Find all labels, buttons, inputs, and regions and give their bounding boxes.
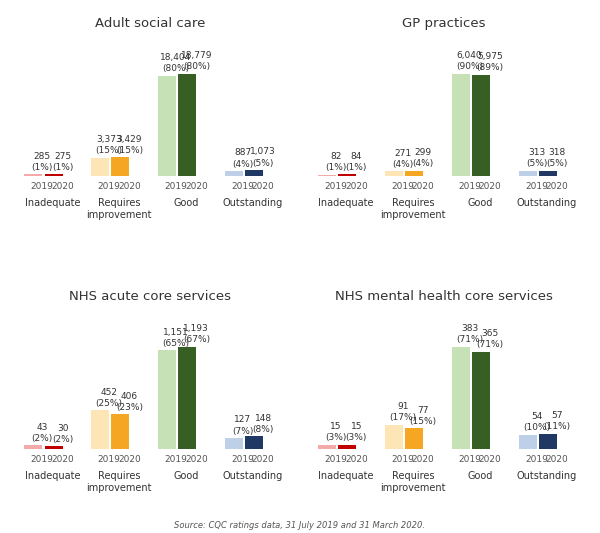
Bar <box>178 74 196 176</box>
Text: Inadequate: Inadequate <box>25 472 80 481</box>
Text: Inadequate: Inadequate <box>319 472 374 481</box>
Text: 18,779
(80%): 18,779 (80%) <box>181 51 212 71</box>
Text: Outstanding: Outstanding <box>223 472 283 481</box>
Bar <box>405 429 423 449</box>
Bar <box>539 171 557 176</box>
Bar <box>91 158 109 176</box>
Text: Outstanding: Outstanding <box>517 198 577 208</box>
Text: 82
(1%): 82 (1%) <box>325 152 347 172</box>
Text: 318
(5%): 318 (5%) <box>546 148 568 168</box>
Text: 5,975
(89%): 5,975 (89%) <box>476 52 503 72</box>
Text: 365
(71%): 365 (71%) <box>476 329 503 349</box>
Text: 6,040
(90%): 6,040 (90%) <box>456 51 483 71</box>
Bar <box>318 445 336 449</box>
Text: 3,373
(15%): 3,373 (15%) <box>95 135 122 155</box>
Text: 3,429
(15%): 3,429 (15%) <box>116 135 143 155</box>
Text: Requires
improvement: Requires improvement <box>380 198 446 220</box>
Text: 54
(10%): 54 (10%) <box>523 412 550 432</box>
Bar <box>158 76 176 176</box>
Bar <box>178 347 196 449</box>
Text: 1,193
(67%): 1,193 (67%) <box>183 324 210 344</box>
Text: Requires
improvement: Requires improvement <box>86 472 152 493</box>
Bar <box>318 174 336 176</box>
Bar <box>91 410 109 449</box>
Text: Requires
improvement: Requires improvement <box>380 472 446 493</box>
Bar <box>44 447 62 449</box>
Text: 57
(11%): 57 (11%) <box>544 411 571 431</box>
Text: Source: CQC ratings data, 31 July 2019 and 31 March 2020.: Source: CQC ratings data, 31 July 2019 a… <box>175 521 425 530</box>
Bar <box>518 434 536 449</box>
Title: NHS mental health core services: NHS mental health core services <box>335 290 553 303</box>
Bar <box>539 434 557 449</box>
Text: 18,404
(80%): 18,404 (80%) <box>160 53 191 74</box>
Bar <box>245 437 263 449</box>
Bar <box>452 347 470 449</box>
Text: Outstanding: Outstanding <box>517 472 577 481</box>
Bar <box>385 171 403 176</box>
Text: 43
(2%): 43 (2%) <box>32 423 53 443</box>
Text: 1,073
(5%): 1,073 (5%) <box>250 148 276 167</box>
Text: 406
(23%): 406 (23%) <box>116 392 143 411</box>
Text: 15
(3%): 15 (3%) <box>325 422 347 442</box>
Text: 383
(71%): 383 (71%) <box>456 324 483 344</box>
Text: 452
(25%): 452 (25%) <box>95 387 122 408</box>
Text: 299
(4%): 299 (4%) <box>413 148 434 168</box>
Text: Good: Good <box>173 472 199 481</box>
Bar <box>44 174 62 176</box>
Text: 30
(2%): 30 (2%) <box>52 424 73 444</box>
Title: NHS acute core services: NHS acute core services <box>70 290 232 303</box>
Text: Outstanding: Outstanding <box>223 198 283 208</box>
Bar <box>338 174 356 176</box>
Bar <box>385 425 403 449</box>
Bar <box>24 446 42 449</box>
Bar <box>24 174 42 176</box>
Bar <box>112 414 130 449</box>
Bar <box>452 74 470 176</box>
Text: 91
(17%): 91 (17%) <box>389 402 416 422</box>
Bar <box>338 445 356 449</box>
Title: GP practices: GP practices <box>403 17 486 30</box>
Text: 84
(1%): 84 (1%) <box>346 152 367 172</box>
Text: 77
(15%): 77 (15%) <box>410 406 437 426</box>
Text: 313
(5%): 313 (5%) <box>526 148 547 168</box>
Text: 275
(1%): 275 (1%) <box>52 152 73 172</box>
Text: Good: Good <box>467 472 493 481</box>
Title: Adult social care: Adult social care <box>95 17 206 30</box>
Bar <box>225 171 243 176</box>
Bar <box>472 352 490 449</box>
Bar <box>112 157 130 176</box>
Text: Inadequate: Inadequate <box>319 198 374 208</box>
Text: Requires
improvement: Requires improvement <box>86 198 152 220</box>
Text: Good: Good <box>173 198 199 208</box>
Bar <box>225 438 243 449</box>
Bar <box>518 171 536 176</box>
Bar <box>245 170 263 176</box>
Bar <box>158 351 176 449</box>
Text: Inadequate: Inadequate <box>25 198 80 208</box>
Text: 285
(1%): 285 (1%) <box>32 152 53 172</box>
Bar <box>472 75 490 176</box>
Bar <box>405 171 423 176</box>
Text: Good: Good <box>467 198 493 208</box>
Text: 887
(4%): 887 (4%) <box>232 148 253 168</box>
Text: 15
(3%): 15 (3%) <box>346 422 367 442</box>
Text: 1,151
(65%): 1,151 (65%) <box>163 328 190 348</box>
Text: 271
(4%): 271 (4%) <box>392 149 413 169</box>
Text: 127
(7%): 127 (7%) <box>232 416 253 435</box>
Text: 148
(8%): 148 (8%) <box>253 414 274 434</box>
